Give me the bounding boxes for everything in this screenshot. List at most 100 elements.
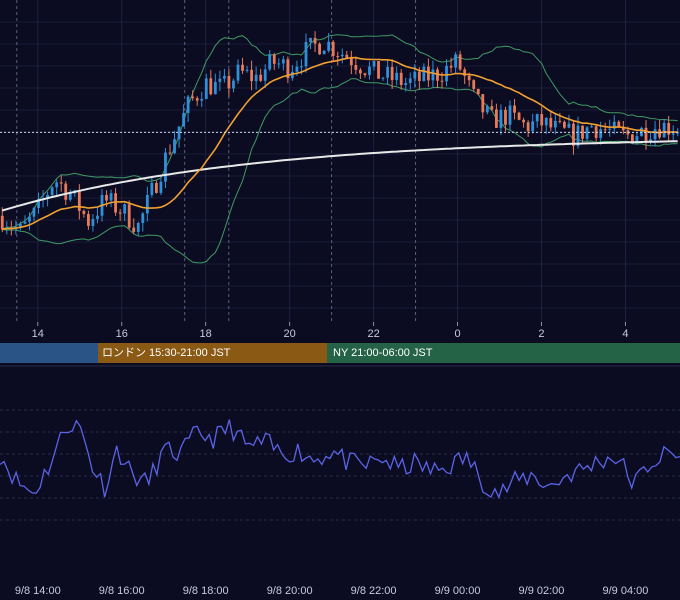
candle-body — [535, 114, 539, 122]
candle-body — [581, 125, 584, 139]
candle-body — [381, 77, 385, 79]
candle-body — [671, 133, 675, 135]
candle-body — [422, 66, 426, 81]
price-x-tick-label: 0 — [454, 328, 460, 340]
candle-body — [631, 134, 634, 144]
candle-body — [268, 54, 272, 70]
oscillator-x-tick-label: 9/9 00:00 — [435, 585, 481, 597]
candle-body — [28, 216, 31, 222]
candle-body — [563, 121, 566, 128]
candle-body — [676, 132, 680, 134]
candle-body — [445, 65, 448, 82]
candle-body — [603, 129, 607, 131]
candle-body — [572, 123, 575, 146]
candle-body — [109, 193, 113, 201]
ny-session-bar: NY 21:00-06:00 JST — [327, 343, 680, 363]
candle-body — [649, 139, 652, 142]
candle-body — [490, 106, 494, 110]
short-moving-average-line — [2, 56, 678, 231]
upper-band-line — [2, 34, 678, 230]
candle-body — [481, 94, 485, 113]
lower-band-line — [2, 78, 678, 264]
price-x-tick-label: 14 — [32, 328, 44, 340]
candle-body — [408, 78, 412, 83]
candle-body — [662, 122, 666, 138]
candle-body — [286, 59, 290, 79]
candle-body — [223, 75, 226, 79]
candle-body — [155, 182, 158, 193]
candle-body — [549, 118, 553, 128]
price-chart-panel — [0, 0, 680, 322]
candle-body — [644, 127, 648, 142]
candle-body — [463, 69, 467, 76]
candle-body — [254, 74, 258, 82]
candle-body — [349, 58, 353, 66]
candle-body — [599, 129, 603, 138]
candle-body — [304, 41, 308, 67]
candle-body — [454, 54, 457, 68]
candle-body — [300, 66, 303, 68]
candle-body — [182, 112, 185, 127]
candle-body — [345, 54, 349, 59]
candle-body — [372, 61, 376, 67]
oscillator-panel — [0, 365, 680, 521]
candle-body — [123, 204, 127, 214]
candle-body — [114, 193, 117, 213]
candle-body — [168, 152, 172, 154]
candle-body — [281, 59, 285, 64]
candle-body — [173, 139, 176, 154]
candle-body — [427, 66, 430, 81]
candle-body — [331, 41, 335, 56]
candle-body — [105, 194, 108, 201]
candle-body — [200, 98, 204, 101]
price-grid — [0, 0, 680, 322]
candle-body — [531, 121, 535, 132]
candle-body — [213, 81, 217, 95]
oscillator-x-tick-label: 9/9 02:00 — [519, 585, 565, 597]
candle-body — [336, 55, 340, 57]
candle-body — [458, 54, 462, 70]
price-x-tick-label: 2 — [538, 328, 544, 340]
candle-body — [259, 74, 263, 81]
candle-body — [386, 67, 389, 78]
candle-body — [55, 182, 59, 188]
candle-body — [567, 123, 571, 128]
oscillator-x-tick-label: 9/8 22:00 — [351, 585, 397, 597]
oscillator-x-tick-label: 9/8 20:00 — [267, 585, 313, 597]
candle-body — [91, 219, 95, 226]
candle-body — [236, 64, 240, 81]
london-session-label: ロンドン 15:30-21:00 JST — [102, 347, 231, 359]
candle-body — [417, 71, 421, 81]
candle-body — [327, 41, 331, 51]
oscillator-x-axis: 9/8 14:00 9/8 16:00 9/8 18:00 9/8 20:00 9/8 … — [15, 585, 649, 597]
candle-body — [667, 122, 671, 135]
candle-body — [227, 75, 231, 89]
price-x-tick-label: 18 — [200, 328, 212, 340]
candle-body — [118, 212, 122, 214]
candle-body — [50, 187, 54, 195]
candle-body — [363, 73, 367, 76]
candle-body — [590, 126, 593, 128]
candle-body — [431, 69, 435, 81]
candle-body — [68, 193, 72, 200]
candle-body — [404, 82, 408, 86]
candle-body — [395, 72, 399, 81]
candle-body — [132, 227, 136, 232]
candle-body — [277, 63, 281, 65]
candle-body — [472, 80, 476, 89]
candle-body — [232, 80, 235, 89]
price-x-tick-label: 22 — [367, 328, 379, 340]
oscillator-x-tick-label: 9/9 04:00 — [602, 585, 648, 597]
candle-body — [313, 37, 317, 44]
candle-body — [368, 66, 371, 76]
candle-body — [359, 69, 362, 74]
candle-body — [540, 114, 544, 126]
price-x-tick-label: 16 — [116, 328, 128, 340]
candle-body — [127, 204, 131, 228]
candle-body — [390, 67, 394, 81]
candle-body — [241, 64, 244, 71]
price-x-axis: 14 16 18 20 22 0 2 4 — [0, 322, 680, 343]
candle-body — [449, 65, 453, 68]
candle-body — [145, 194, 149, 214]
candle-body — [485, 106, 489, 113]
